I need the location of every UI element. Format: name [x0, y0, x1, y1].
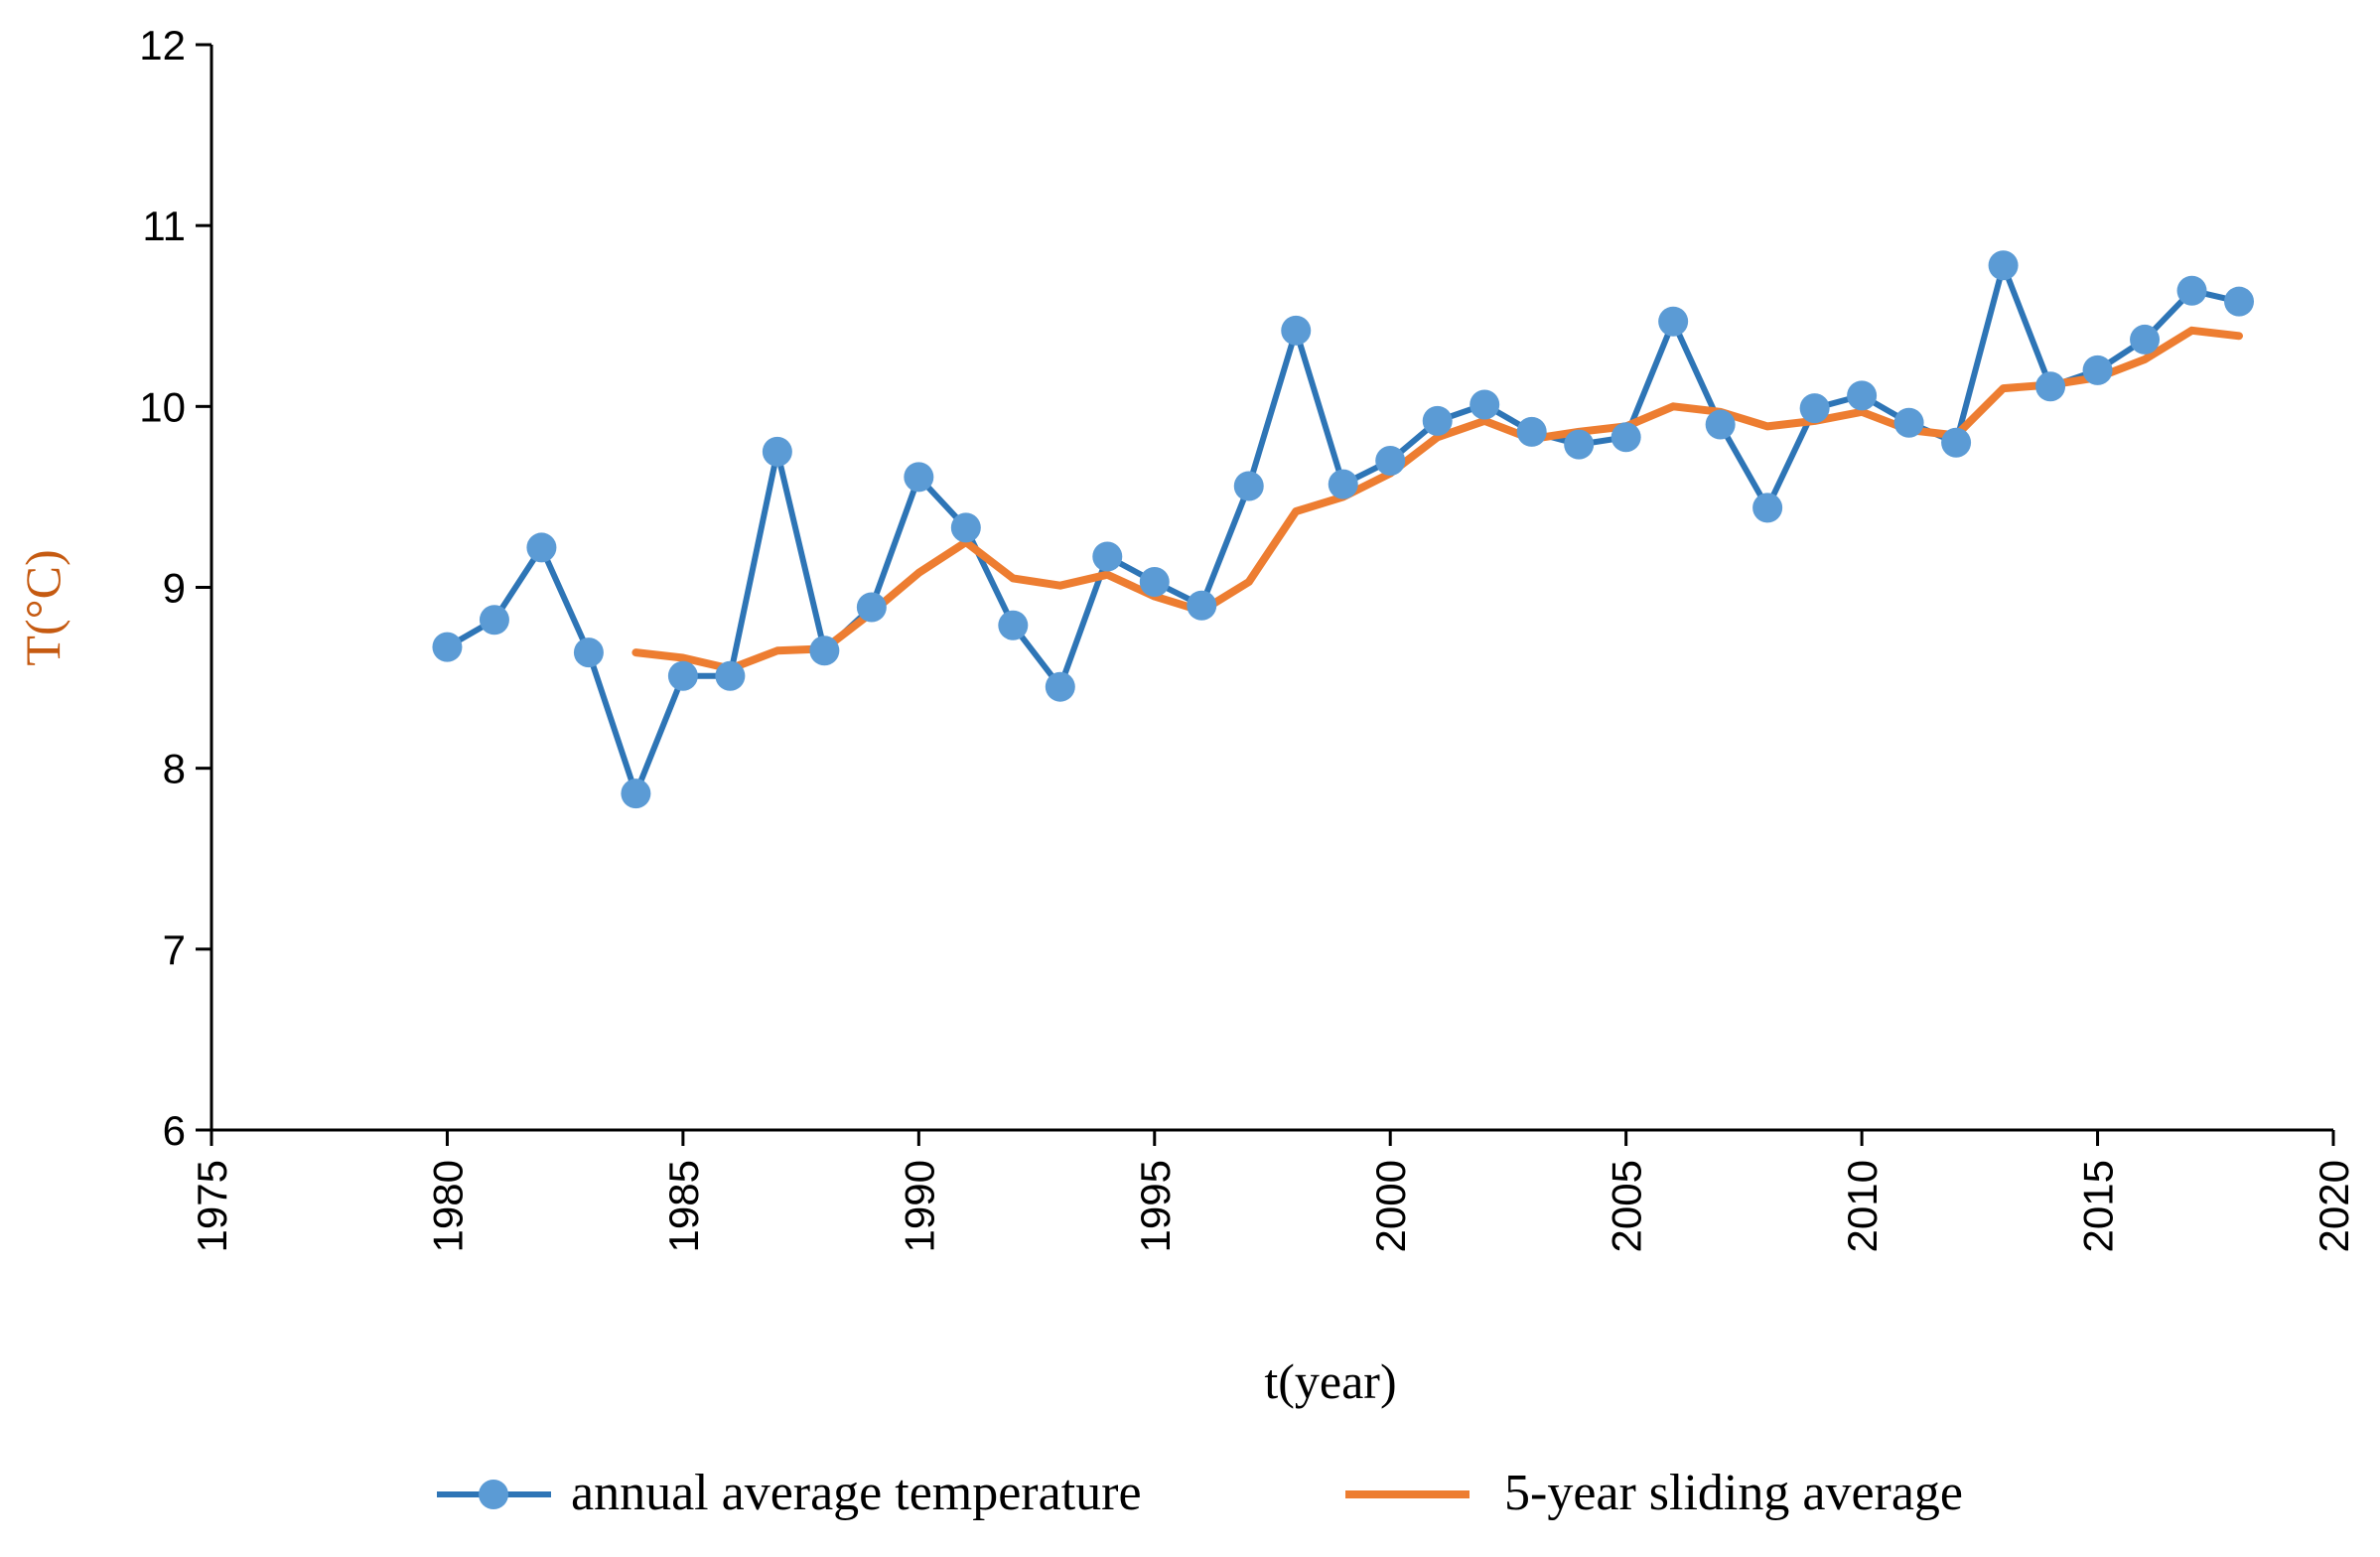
legend: annual average temperature 5-year slidin… — [437, 1465, 1963, 1521]
data-point-annual-2003 — [1516, 416, 1547, 447]
data-point-annual-1985 — [667, 660, 698, 691]
data-point-annual-1998 — [1281, 315, 1312, 346]
data-point-annual-1996 — [1187, 590, 1217, 621]
y-tick-label: 12 — [139, 22, 186, 69]
data-point-annual-2012 — [1941, 427, 1972, 458]
data-point-annual-1990 — [904, 462, 934, 493]
legend-item-5-year-sliding-average: 5-year sliding average — [1345, 1465, 1963, 1521]
data-point-annual-2005 — [1610, 422, 1641, 453]
data-point-annual-1993 — [1045, 671, 1075, 702]
series-line-annual-average-temperature — [445, 262, 2240, 797]
data-point-annual-2004 — [1564, 429, 1595, 460]
y-axis-title: T(°C) — [15, 549, 70, 665]
x-tick-label: 1980 — [424, 1160, 471, 1252]
data-point-annual-2018 — [2224, 286, 2255, 317]
data-point-annual-2010 — [1847, 380, 1878, 411]
data-point-annual-1983 — [573, 637, 604, 668]
data-point-annual-2006 — [1658, 306, 1689, 337]
data-point-annual-1991 — [950, 512, 981, 543]
data-point-annual-2011 — [1893, 407, 1924, 438]
data-point-annual-2008 — [1752, 493, 1783, 523]
data-point-annual-2002 — [1470, 389, 1500, 420]
y-tick-label: 9 — [163, 565, 186, 612]
data-point-annual-2001 — [1422, 405, 1453, 436]
plot-area — [432, 250, 2255, 809]
data-point-annual-1984 — [621, 778, 651, 809]
data-point-annual-1992 — [998, 610, 1029, 640]
x-tick-label: 2010 — [1839, 1160, 1886, 1252]
x-tick-label: 2020 — [2310, 1160, 2357, 1252]
data-point-annual-1999 — [1328, 469, 1358, 499]
x-tick-label: 1995 — [1132, 1160, 1179, 1252]
x-tick-label: 1990 — [896, 1160, 942, 1252]
x-tick-label: 1985 — [660, 1160, 707, 1252]
data-point-annual-1986 — [715, 660, 746, 691]
data-point-annual-2000 — [1375, 445, 1406, 476]
x-tick-label: 2005 — [1604, 1160, 1650, 1252]
data-point-annual-1989 — [856, 592, 887, 623]
x-tick-label: 2000 — [1367, 1160, 1414, 1252]
legend-label-annual: annual average temperature — [571, 1465, 1142, 1521]
data-point-annual-1994 — [1092, 541, 1123, 572]
data-point-annual-1995 — [1139, 567, 1170, 598]
data-point-annual-2016 — [2130, 324, 2161, 354]
y-tick-label: 10 — [139, 383, 186, 430]
series-line-5-year-sliding-average — [631, 326, 2243, 673]
legend-item-annual-average-temperature: annual average temperature — [437, 1465, 1142, 1521]
data-point-annual-2017 — [2176, 275, 2207, 306]
data-point-annual-2014 — [2035, 371, 2066, 402]
x-tick-label: 1975 — [189, 1160, 235, 1252]
data-point-annual-2015 — [2082, 354, 2113, 385]
data-point-annual-2009 — [1799, 393, 1830, 424]
y-tick-label: 6 — [163, 1107, 186, 1154]
legend-swatch-annual-marker — [479, 1480, 508, 1509]
data-point-annual-1987 — [762, 436, 792, 467]
y-tick-label: 11 — [142, 203, 186, 249]
data-point-annual-1981 — [479, 605, 509, 636]
y-tick-label: 8 — [163, 746, 186, 792]
data-point-annual-1980 — [432, 632, 463, 662]
axes: 6 7 8 9 10 11 12 1975 1980 1985 1990 1995 2000 2005 20… — [139, 22, 2357, 1252]
legend-label-sliding: 5-year sliding average — [1504, 1465, 1963, 1521]
axis-labels: T(°C) t(year) — [15, 549, 1397, 1409]
x-axis-title: t(year) — [1264, 1353, 1396, 1409]
y-tick-label: 7 — [163, 926, 186, 973]
data-point-annual-1997 — [1233, 471, 1264, 501]
data-point-annual-2013 — [1988, 250, 2019, 281]
data-point-annual-1988 — [809, 636, 840, 666]
data-point-annual-2007 — [1705, 409, 1736, 440]
data-point-annual-1982 — [526, 532, 557, 563]
x-tick-label: 2015 — [2075, 1160, 2122, 1252]
